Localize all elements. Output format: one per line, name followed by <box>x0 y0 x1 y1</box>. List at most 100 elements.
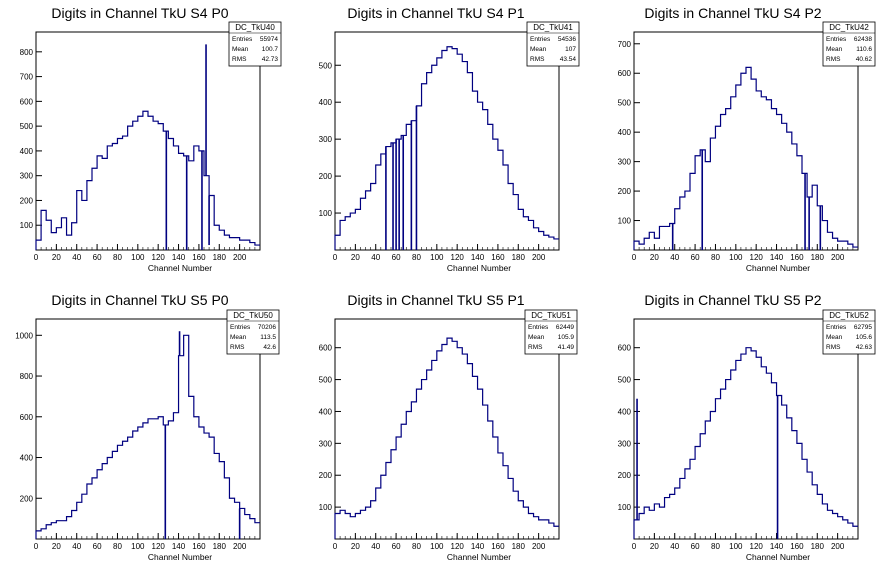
x-tick-label: 60 <box>93 253 102 262</box>
histogram-series <box>334 46 559 250</box>
histogram-series <box>633 347 858 539</box>
stats-value: 70206 <box>258 324 276 331</box>
y-tick-label: 800 <box>20 372 34 381</box>
stats-value: 62438 <box>854 36 872 43</box>
y-tick-label: 200 <box>20 494 34 503</box>
x-tick-label: 200 <box>532 542 546 551</box>
x-tick-label: 160 <box>192 253 206 262</box>
y-tick-label: 100 <box>319 209 333 218</box>
stats-title: DC_TkU52 <box>829 311 869 320</box>
x-tick-label: 40 <box>72 542 81 551</box>
x-tick-label: 0 <box>34 253 39 262</box>
histogram-panel: Digits in Channel TkU S5 P2 0 20 40 60 80 100 1… <box>618 292 876 562</box>
y-tick-label: 100 <box>20 221 34 230</box>
x-tick-label: 140 <box>770 253 784 262</box>
y-tick-label: 300 <box>618 439 632 448</box>
x-tick-label: 140 <box>172 542 186 551</box>
x-tick-label: 0 <box>333 253 338 262</box>
x-tick-label: 180 <box>811 542 825 551</box>
chart-title: Digits in Channel TkU S5 P2 <box>644 292 821 308</box>
y-tick-label: 200 <box>618 471 632 480</box>
stats-title: DC_TkU51 <box>531 311 571 320</box>
x-tick-label: 0 <box>632 542 637 551</box>
y-tick-label: 200 <box>618 187 632 196</box>
x-tick-label: 100 <box>131 542 145 551</box>
y-tick-label: 500 <box>319 61 333 70</box>
stats-label: Mean <box>826 46 843 53</box>
stats-label: Entries <box>530 36 551 43</box>
x-tick-label: 60 <box>392 542 401 551</box>
x-axis-label: Channel Number <box>746 552 810 562</box>
y-tick-label: 800 <box>20 48 34 57</box>
stats-label: Entries <box>232 36 253 43</box>
x-tick-label: 120 <box>750 542 764 551</box>
y-tick-label: 300 <box>319 135 333 144</box>
y-tick-label: 200 <box>319 471 333 480</box>
stats-label: RMS <box>530 56 545 63</box>
stats-value: 113.5 <box>260 334 276 341</box>
y-tick-label: 500 <box>618 99 632 108</box>
y-tick-label: 100 <box>618 217 632 226</box>
y-tick-label: 100 <box>319 503 333 512</box>
stats-value: 55974 <box>260 36 278 43</box>
stats-box <box>228 21 282 67</box>
y-tick-label: 400 <box>20 454 34 463</box>
x-tick-label: 140 <box>471 542 485 551</box>
stats-value: 42.73 <box>262 56 279 63</box>
stats-title: DC_TkU41 <box>533 23 573 32</box>
y-tick-label: 600 <box>20 413 34 422</box>
y-tick-label: 700 <box>618 40 632 49</box>
stats-box <box>822 309 876 355</box>
y-tick-label: 500 <box>618 376 632 385</box>
y-tick-label: 100 <box>618 503 632 512</box>
stats-label: Entries <box>528 324 549 331</box>
stats-value: 43.54 <box>560 56 577 63</box>
stats-value: 42.6 <box>263 344 276 351</box>
x-tick-label: 0 <box>632 253 637 262</box>
y-tick-label: 400 <box>20 147 34 156</box>
stats-value: 105.6 <box>856 334 873 341</box>
stats-label: Entries <box>230 324 251 331</box>
x-tick-label: 100 <box>729 542 743 551</box>
x-tick-label: 100 <box>131 253 145 262</box>
y-tick-label: 500 <box>319 376 333 385</box>
x-tick-label: 60 <box>93 542 102 551</box>
x-axis-label: Channel Number <box>447 263 511 273</box>
y-tick-label: 400 <box>618 407 632 416</box>
y-tick-label: 500 <box>20 122 34 131</box>
x-tick-label: 140 <box>471 253 485 262</box>
x-tick-label: 160 <box>491 253 505 262</box>
x-tick-label: 20 <box>650 542 659 551</box>
x-tick-label: 20 <box>351 253 360 262</box>
stats-value: 110.6 <box>856 46 872 53</box>
plot-frame <box>35 31 261 251</box>
y-tick-label: 300 <box>20 172 34 181</box>
histogram-panel: Digits in Channel TkU S4 P2 0 20 40 60 80 100 1… <box>618 5 876 273</box>
stats-label: RMS <box>232 56 247 63</box>
x-tick-label: 60 <box>691 253 700 262</box>
stats-title: DC_TkU42 <box>829 23 869 32</box>
x-axis-label: Channel Number <box>148 263 212 273</box>
stats-title: DC_TkU40 <box>235 23 275 32</box>
x-axis-label: Channel Number <box>148 552 212 562</box>
x-tick-label: 140 <box>770 542 784 551</box>
x-tick-label: 40 <box>371 253 380 262</box>
x-tick-label: 20 <box>650 253 659 262</box>
stats-value: 105.9 <box>558 334 575 341</box>
x-axis-label: Channel Number <box>447 552 511 562</box>
stats-label: Entries <box>826 324 847 331</box>
x-tick-label: 20 <box>351 542 360 551</box>
x-tick-label: 120 <box>750 253 764 262</box>
x-tick-label: 160 <box>491 542 505 551</box>
y-tick-label: 400 <box>319 98 333 107</box>
stats-value: 40.62 <box>856 56 873 63</box>
histogram-panel: Digits in Channel TkU S5 P0 0 20 40 60 80 100 1… <box>15 292 280 562</box>
stats-label: Entries <box>826 36 847 43</box>
y-tick-label: 300 <box>618 158 632 167</box>
x-tick-label: 80 <box>113 542 122 551</box>
stats-label: Mean <box>232 46 249 53</box>
y-tick-label: 600 <box>618 69 632 78</box>
histogram-series <box>35 110 260 250</box>
x-tick-label: 120 <box>152 253 166 262</box>
